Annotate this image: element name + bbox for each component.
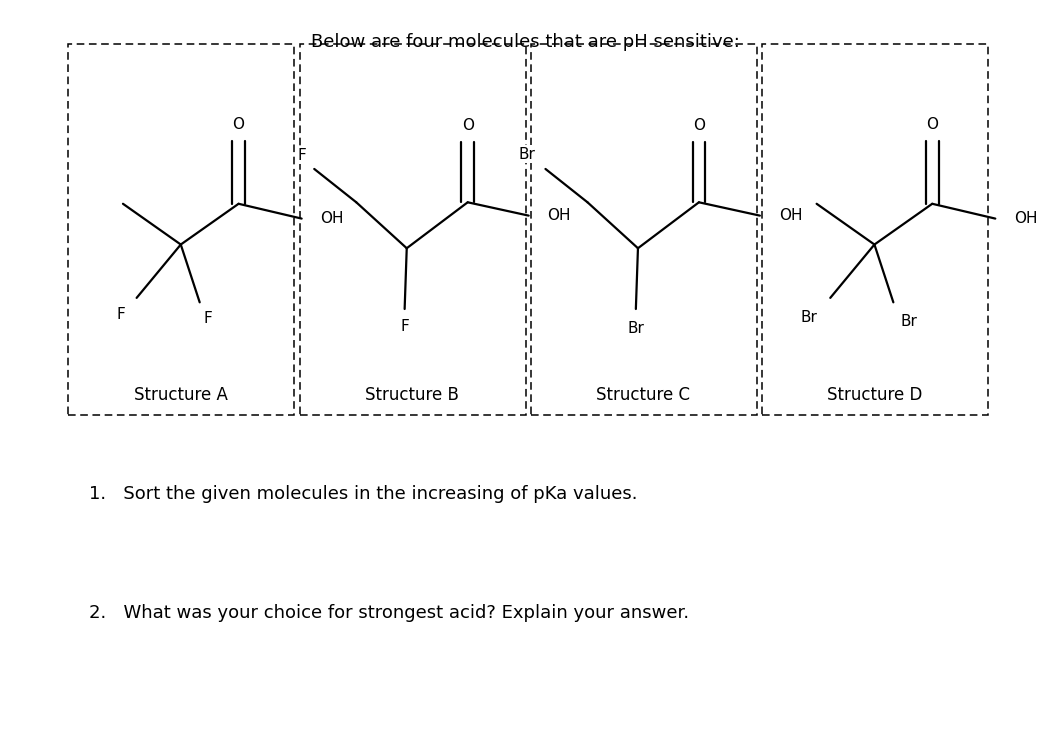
- Text: OH: OH: [779, 208, 802, 223]
- Text: 2.   What was your choice for strongest acid? Explain your answer.: 2. What was your choice for strongest ac…: [89, 604, 689, 622]
- Text: Br: Br: [801, 310, 818, 325]
- Text: OH: OH: [548, 208, 571, 223]
- Text: Br: Br: [627, 321, 644, 336]
- Bar: [68, 44, 294, 415]
- Text: Br: Br: [901, 314, 918, 329]
- Bar: [300, 44, 526, 415]
- Text: Structure D: Structure D: [827, 386, 922, 404]
- Text: Br: Br: [518, 147, 535, 162]
- Text: Structure B: Structure B: [365, 386, 459, 404]
- Text: OH: OH: [1014, 211, 1037, 226]
- Bar: [762, 44, 988, 415]
- Text: Below are four molecules that are pH sensitive:: Below are four molecules that are pH sen…: [311, 33, 740, 51]
- Text: Structure C: Structure C: [596, 386, 691, 404]
- Text: F: F: [297, 148, 306, 163]
- Text: F: F: [400, 319, 409, 334]
- Text: O: O: [461, 118, 474, 133]
- Text: F: F: [204, 311, 212, 326]
- Text: O: O: [232, 117, 245, 132]
- Text: F: F: [117, 307, 125, 322]
- Text: Structure A: Structure A: [133, 386, 228, 404]
- Text: 1.   Sort the given molecules in the increasing of pKa values.: 1. Sort the given molecules in the incre…: [89, 485, 638, 503]
- Text: O: O: [693, 118, 705, 133]
- Bar: [531, 44, 757, 415]
- Text: OH: OH: [321, 211, 344, 226]
- Text: O: O: [926, 117, 939, 132]
